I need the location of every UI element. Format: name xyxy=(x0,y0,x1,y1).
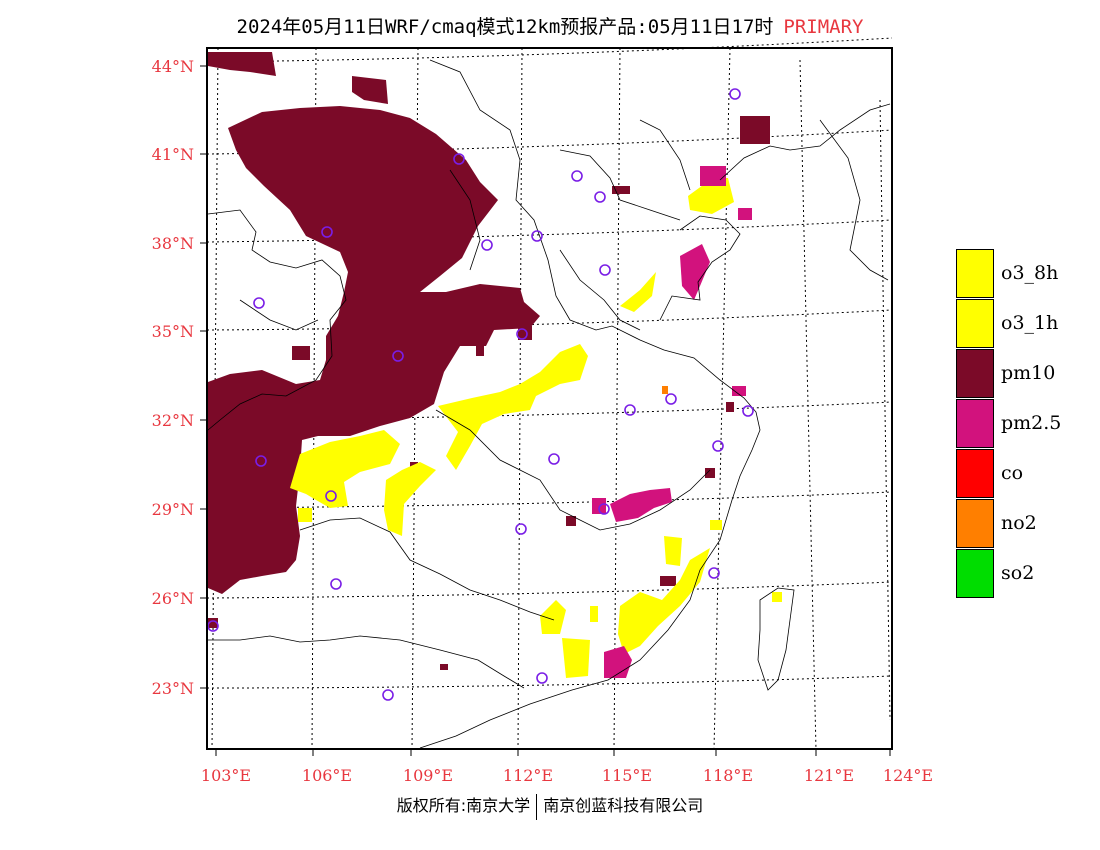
lon-label: 103°E xyxy=(200,766,252,785)
pm25-area xyxy=(592,166,752,678)
legend-label: so2 xyxy=(1001,562,1035,584)
legend-label: o3_1h xyxy=(1001,312,1059,334)
legend-swatch xyxy=(956,349,994,398)
title-tag: PRIMARY xyxy=(783,16,864,38)
title-main: 2024年05月11日WRF/cmaq模式12km预报产品:05月11日17时 xyxy=(236,16,774,38)
lat-label: 44°N xyxy=(151,57,194,76)
legend-swatch xyxy=(956,249,994,298)
legend-swatch xyxy=(956,399,994,448)
legend-swatch xyxy=(956,449,994,498)
lon-label: 112°E xyxy=(502,766,554,785)
legend-swatch xyxy=(956,549,994,598)
city-markers xyxy=(207,88,754,701)
lon-label: 124°E xyxy=(882,766,934,785)
o3-area xyxy=(290,178,782,678)
footer-separator xyxy=(536,793,538,820)
no2-area xyxy=(662,386,668,394)
legend-label: pm10 xyxy=(1001,362,1056,384)
lon-label: 109°E xyxy=(402,766,454,785)
legend-label: pm2.5 xyxy=(1001,412,1062,434)
lon-label: 115°E xyxy=(601,766,653,785)
lat-label: 41°N xyxy=(151,145,194,164)
lon-label: 118°E xyxy=(702,766,754,785)
copyright-owner: 版权所有:南京大学 xyxy=(396,796,531,815)
copyright-company: 南京创蓝科技有限公司 xyxy=(543,796,704,815)
lat-label: 38°N xyxy=(151,234,194,253)
legend-swatch xyxy=(956,499,994,548)
legend-swatch xyxy=(956,299,994,348)
legend-label: o3_8h xyxy=(1001,262,1059,284)
boundaries xyxy=(207,59,891,749)
lat-label: 23°N xyxy=(151,679,194,698)
lat-label: 26°N xyxy=(151,589,194,608)
lon-label: 106°E xyxy=(301,766,353,785)
copyright-footer: 版权所有:南京大学 南京创蓝科技有限公司 xyxy=(0,792,1100,820)
map-title: 2024年05月11日WRF/cmaq模式12km预报产品:05月11日17时 P… xyxy=(0,12,1100,39)
tick-marks xyxy=(200,65,891,756)
lat-label: 35°N xyxy=(151,322,194,341)
legend-label: no2 xyxy=(1001,512,1037,534)
lat-label: 32°N xyxy=(151,411,194,430)
lon-label: 121°E xyxy=(803,766,855,785)
legend-label: co xyxy=(1001,462,1024,484)
pm10-area xyxy=(208,52,770,670)
lat-label: 29°N xyxy=(151,500,194,519)
map-frame xyxy=(206,47,893,750)
